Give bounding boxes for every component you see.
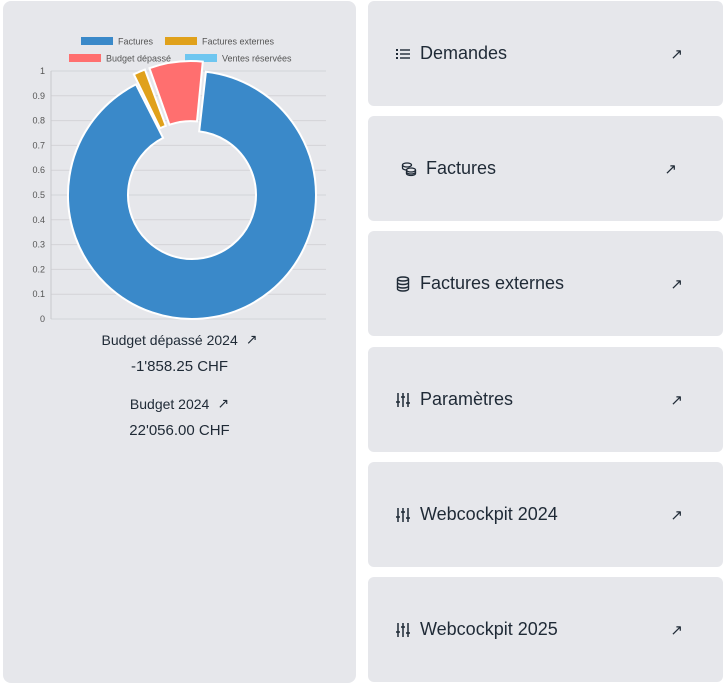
legend-swatch: [81, 37, 113, 45]
y-tick-label: 0.2: [32, 264, 45, 274]
external-arrow-icon: ↗: [670, 45, 683, 63]
doughnut-slice: [67, 70, 317, 320]
card-parametres-label: Paramètres: [420, 389, 514, 409]
y-tick-label: 0.7: [32, 140, 45, 150]
card-parametres[interactable]: Paramètres ↗: [368, 347, 723, 452]
budget-link[interactable]: Budget 2024 ↗: [130, 395, 229, 412]
y-tick-label: 1: [40, 66, 45, 76]
budget-value: 22'056.00 CHF: [129, 421, 230, 439]
database-icon: [394, 275, 412, 293]
card-demandes[interactable]: Demandes ↗: [368, 1, 723, 106]
card-factures[interactable]: Factures ↗: [368, 116, 723, 221]
card-webcockpit-2024-label: Webcockpit 2024: [420, 504, 558, 524]
y-tick-label: 0.9: [32, 91, 45, 101]
budget-doughnut-chart: 1 0.9 0.8 0.7 0.6 0.5 0.4 0.3 0.2 0.1 0 Factures Fac…: [32, 37, 326, 324]
card-webcockpit-2025[interactable]: Webcockpit 2025 ↗: [368, 577, 723, 682]
budget-depasse-stat: Budget dépassé 2024 ↗ -1'858.25 CHF: [3, 331, 356, 375]
budget-depasse-value: -1'858.25 CHF: [130, 357, 229, 375]
external-arrow-icon: ↗: [664, 160, 677, 178]
y-tick-label: 0.6: [32, 165, 45, 175]
budget-depasse-link[interactable]: Budget dépassé 2024 ↗: [102, 331, 258, 348]
sliders-icon: [394, 391, 412, 409]
coins-icon: [400, 160, 418, 178]
legend-swatch: [185, 54, 217, 62]
y-tick-label: 0.3: [32, 240, 45, 250]
external-arrow-icon: ↗: [670, 621, 683, 639]
external-arrow-icon: ↗: [670, 275, 683, 293]
doughnut-slice: [148, 60, 204, 127]
card-factures-label: Factures: [426, 158, 497, 178]
sliders-icon: [394, 621, 412, 639]
y-tick-label: 0.5: [32, 190, 45, 200]
budget-panel: 1 0.9 0.8 0.7 0.6 0.5 0.4 0.3 0.2 0.1 0 Factures Fac…: [3, 1, 356, 683]
card-demandes-label: Demandes: [420, 43, 508, 63]
card-factures-externes[interactable]: Factures externes ↗: [368, 231, 723, 336]
card-factures-externes-label: Factures externes: [420, 273, 565, 293]
sliders-icon: [394, 506, 412, 524]
external-arrow-icon: ↗: [245, 331, 258, 347]
card-webcockpit-2024[interactable]: Webcockpit 2024 ↗: [368, 462, 723, 567]
legend-label: Factures externes: [202, 37, 275, 47]
y-tick-label: 0: [40, 314, 45, 324]
budget-label: Budget 2024: [129, 395, 210, 412]
budget-depasse-label: Budget dépassé 2024: [101, 331, 238, 348]
legend-label: Factures: [118, 37, 154, 47]
legend-label: Budget dépassé: [106, 54, 171, 64]
card-webcockpit-2025-label: Webcockpit 2025: [420, 619, 558, 639]
external-arrow-icon: ↗: [670, 391, 683, 409]
legend-label: Ventes réservées: [222, 54, 292, 64]
list-icon: [394, 45, 412, 63]
legend-swatch: [165, 37, 197, 45]
external-arrow-icon: ↗: [670, 506, 683, 524]
y-tick-label: 0.1: [32, 289, 45, 299]
legend-swatch: [69, 54, 101, 62]
y-tick-label: 0.8: [32, 116, 45, 126]
external-arrow-icon: ↗: [217, 395, 230, 411]
budget-stat: Budget 2024 ↗ 22'056.00 CHF: [3, 395, 356, 439]
y-tick-label: 0.4: [32, 215, 45, 225]
doughnut-slice: [132, 68, 168, 130]
